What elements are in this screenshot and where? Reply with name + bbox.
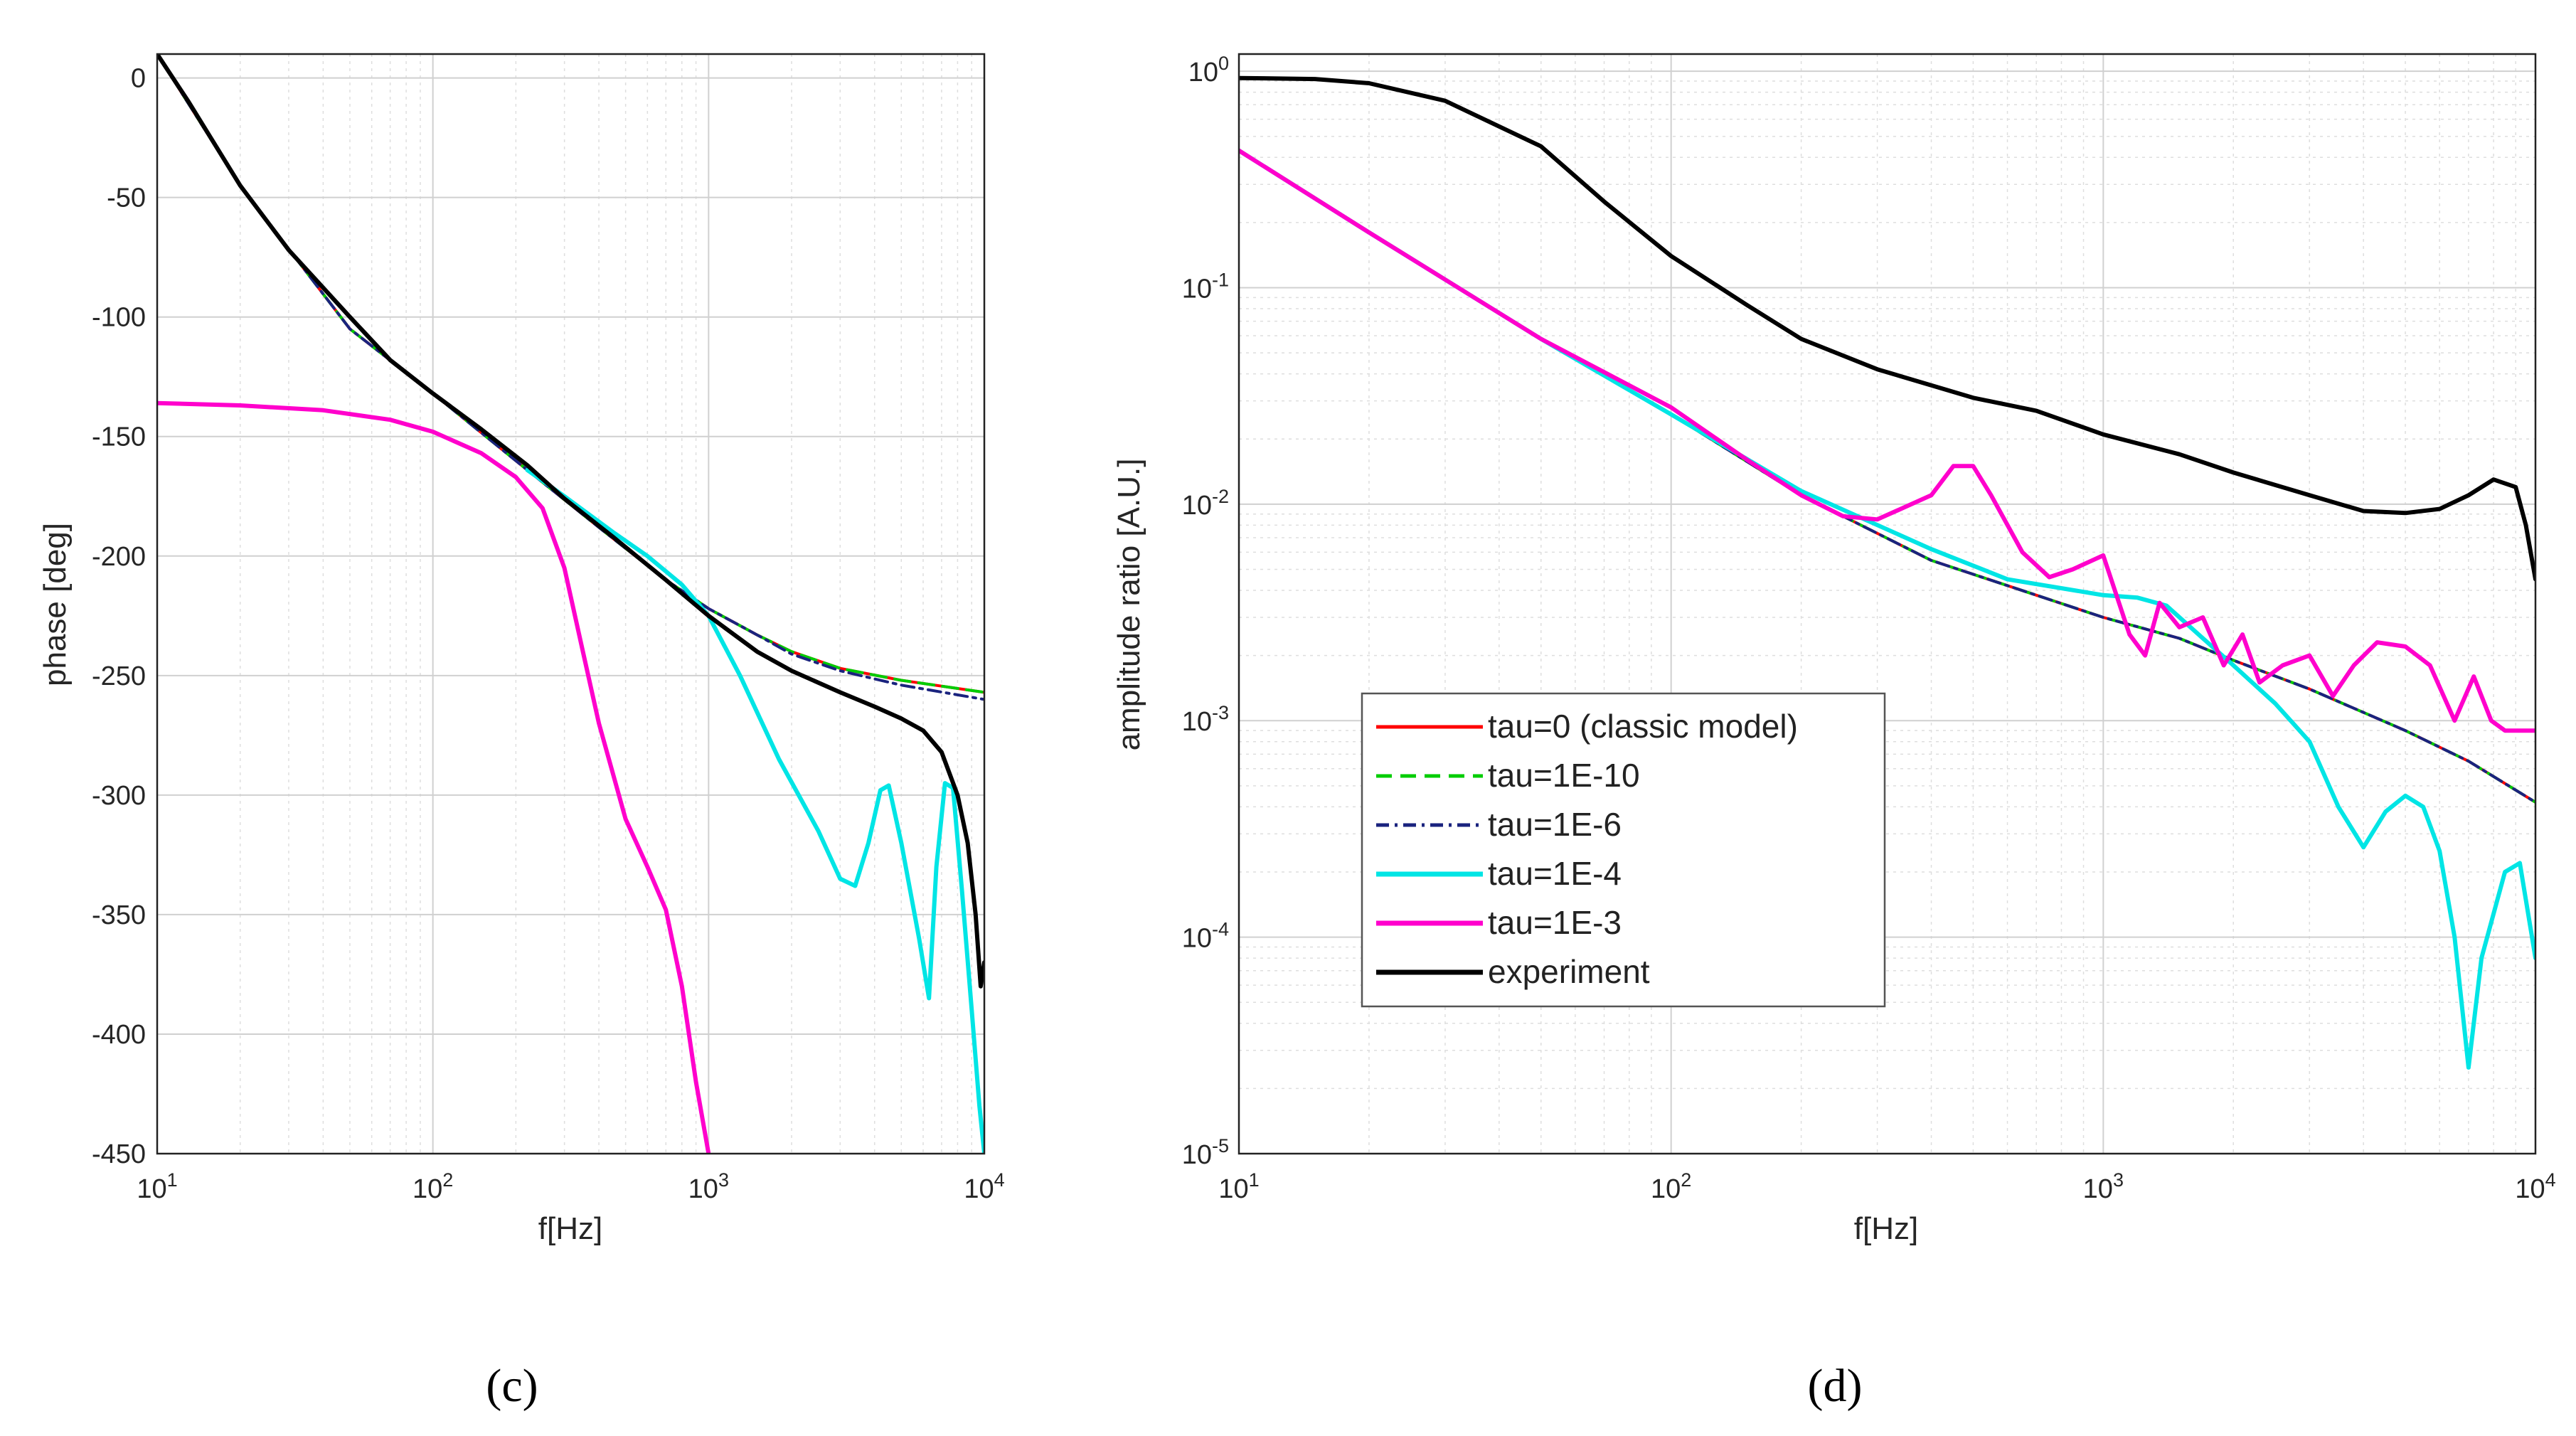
- x-tick-label: 103: [2083, 1169, 2124, 1204]
- series-line-tau-1e-3: [157, 400, 711, 1154]
- amplitude-tick-labels: 101 102 103 104 100 10-1 10-2 10-3 10-4 10-5: [1182, 53, 2556, 1204]
- legend-box: [1361, 692, 1886, 1008]
- y-tick-label: 10-2: [1182, 486, 1229, 521]
- y-tick-label: -200: [92, 542, 146, 572]
- y-tick-label: -100: [92, 303, 146, 333]
- series-line-experiment: [1239, 75, 2535, 582]
- amplitude-series: [1239, 75, 2535, 1070]
- amplitude-y-axis-label: amplitude ratio [A.U.]: [1112, 459, 1146, 751]
- y-tick-label: 10-4: [1182, 919, 1229, 954]
- phase-series: [157, 54, 984, 1154]
- y-tick-label: -350: [92, 900, 146, 930]
- amplitude-x-axis-label: f[Hz]: [1854, 1211, 1918, 1246]
- y-tick-label: 0: [131, 64, 146, 94]
- legend-label: tau=1E-6: [1488, 806, 1622, 843]
- series-line-tau-1e-3: [1239, 148, 2535, 733]
- y-tick-label: 100: [1188, 53, 1229, 87]
- phase-y-axis-label: phase [deg]: [38, 523, 73, 686]
- x-tick-label: 103: [688, 1169, 729, 1204]
- y-tick-label: -50: [107, 184, 146, 213]
- y-tick-label: 10-1: [1182, 269, 1229, 304]
- legend-label: tau=0 (classic model): [1488, 708, 1798, 745]
- panel-label-c: (c): [486, 1360, 538, 1412]
- y-tick-label: -250: [92, 661, 146, 691]
- series-line-tau-1e-4: [525, 467, 984, 1154]
- legend: tau=0 (classic model) tau=1E-10 tau=1E-6 ta…: [1361, 692, 1886, 1008]
- x-tick-label: 104: [964, 1169, 1004, 1204]
- x-tick-label: 101: [1218, 1169, 1259, 1204]
- x-tick-label: 104: [2515, 1169, 2555, 1204]
- legend-label: tau=1E-3: [1488, 904, 1622, 941]
- amplitude-chart: 101 102 103 104 100 10-1 10-2 10-3 10-4 10-5 f[Hz…: [1112, 53, 2556, 1412]
- legend-label: experiment: [1488, 953, 1650, 990]
- legend-label: tau=1E-10: [1488, 757, 1640, 794]
- y-tick-label: -400: [92, 1020, 146, 1050]
- x-tick-label: 102: [413, 1169, 453, 1204]
- series-line-experiment: [157, 54, 984, 989]
- phase-axes-box: [156, 53, 986, 1155]
- phase-tick-labels: 101 102 103 104 0 -50 -100 -150 -200 -250 -300 -350…: [92, 64, 1005, 1204]
- y-tick-label: 10-3: [1182, 702, 1229, 737]
- x-tick-label: 102: [1651, 1169, 1691, 1204]
- y-tick-label: -300: [92, 781, 146, 811]
- y-tick-label: 10-5: [1182, 1135, 1229, 1170]
- y-tick-label: -450: [92, 1139, 146, 1169]
- phase-chart: 101 102 103 104 0 -50 -100 -150 -200 -250 -300 -350…: [38, 53, 1005, 1412]
- series-line-tau-1e-4: [1239, 148, 2535, 1070]
- x-tick-label: 101: [137, 1169, 177, 1204]
- amplitude-axes-box: [1238, 53, 2537, 1155]
- legend-label: tau=1E-4: [1488, 855, 1622, 892]
- phase-x-axis-label: f[Hz]: [538, 1211, 602, 1246]
- y-tick-label: -150: [92, 422, 146, 452]
- panel-label-d: (d): [1808, 1360, 1863, 1412]
